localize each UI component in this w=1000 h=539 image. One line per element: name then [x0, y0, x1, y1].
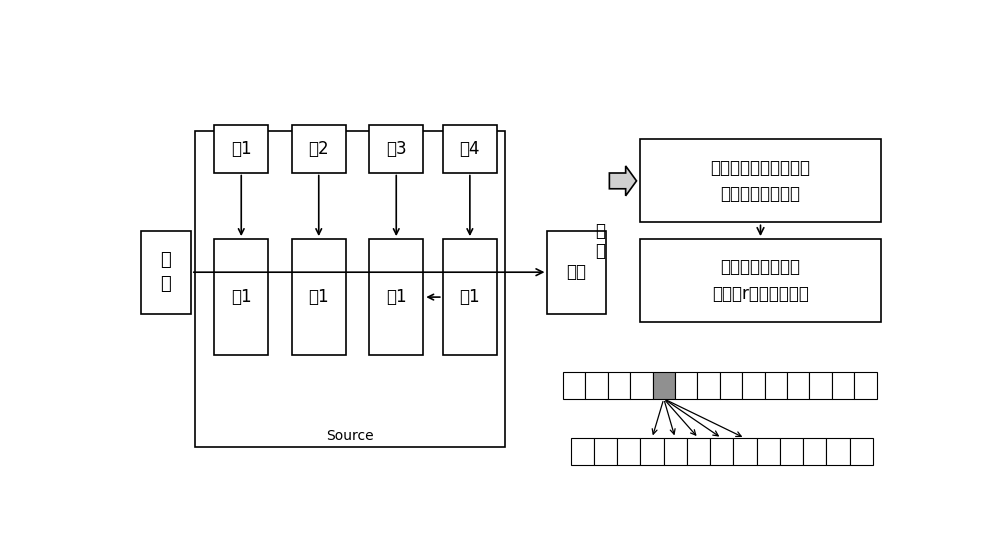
FancyBboxPatch shape: [140, 231, 191, 314]
FancyBboxPatch shape: [653, 372, 675, 399]
FancyBboxPatch shape: [733, 438, 757, 465]
Text: 结果: 结果: [566, 263, 586, 281]
FancyBboxPatch shape: [547, 231, 606, 314]
FancyBboxPatch shape: [787, 372, 809, 399]
FancyBboxPatch shape: [720, 372, 742, 399]
Text: 值1: 值1: [386, 288, 407, 306]
FancyBboxPatch shape: [369, 125, 423, 172]
FancyBboxPatch shape: [803, 438, 826, 465]
FancyBboxPatch shape: [585, 372, 608, 399]
Text: 值1: 值1: [460, 288, 480, 306]
FancyBboxPatch shape: [594, 438, 617, 465]
FancyBboxPatch shape: [832, 372, 854, 399]
FancyBboxPatch shape: [369, 239, 423, 355]
FancyBboxPatch shape: [687, 438, 710, 465]
FancyBboxPatch shape: [742, 372, 765, 399]
Text: 值1: 值1: [308, 288, 329, 306]
Text: Source: Source: [326, 429, 374, 443]
FancyBboxPatch shape: [640, 239, 881, 322]
FancyBboxPatch shape: [640, 438, 664, 465]
FancyBboxPatch shape: [697, 372, 720, 399]
Text: 将原始的自注意力机制
改为线性自注意力: 将原始的自注意力机制 改为线性自注意力: [710, 158, 810, 203]
Text: 键3: 键3: [386, 140, 407, 158]
FancyBboxPatch shape: [850, 438, 873, 465]
FancyBboxPatch shape: [710, 438, 733, 465]
FancyBboxPatch shape: [443, 239, 497, 355]
FancyBboxPatch shape: [757, 438, 780, 465]
Text: 查
询: 查 询: [160, 251, 171, 293]
Polygon shape: [609, 166, 637, 196]
FancyBboxPatch shape: [292, 239, 346, 355]
FancyBboxPatch shape: [664, 438, 687, 465]
Text: 改
进: 改 进: [595, 222, 605, 260]
FancyBboxPatch shape: [765, 372, 787, 399]
FancyBboxPatch shape: [571, 438, 594, 465]
FancyBboxPatch shape: [443, 125, 497, 172]
Text: 键2: 键2: [308, 140, 329, 158]
FancyBboxPatch shape: [214, 239, 268, 355]
FancyBboxPatch shape: [292, 125, 346, 172]
FancyBboxPatch shape: [608, 372, 630, 399]
FancyBboxPatch shape: [780, 438, 803, 465]
FancyBboxPatch shape: [617, 438, 640, 465]
FancyBboxPatch shape: [809, 372, 832, 399]
FancyBboxPatch shape: [675, 372, 697, 399]
FancyBboxPatch shape: [826, 438, 850, 465]
FancyBboxPatch shape: [195, 131, 505, 446]
FancyBboxPatch shape: [854, 372, 877, 399]
FancyBboxPatch shape: [640, 140, 881, 223]
Text: 键4: 键4: [460, 140, 480, 158]
Text: 值1: 值1: [231, 288, 252, 306]
Text: 限制自注意力机制
只关注r个位置的信息: 限制自注意力机制 只关注r个位置的信息: [712, 258, 809, 303]
FancyBboxPatch shape: [214, 125, 268, 172]
FancyBboxPatch shape: [563, 372, 585, 399]
FancyBboxPatch shape: [630, 372, 653, 399]
Text: 键1: 键1: [231, 140, 252, 158]
